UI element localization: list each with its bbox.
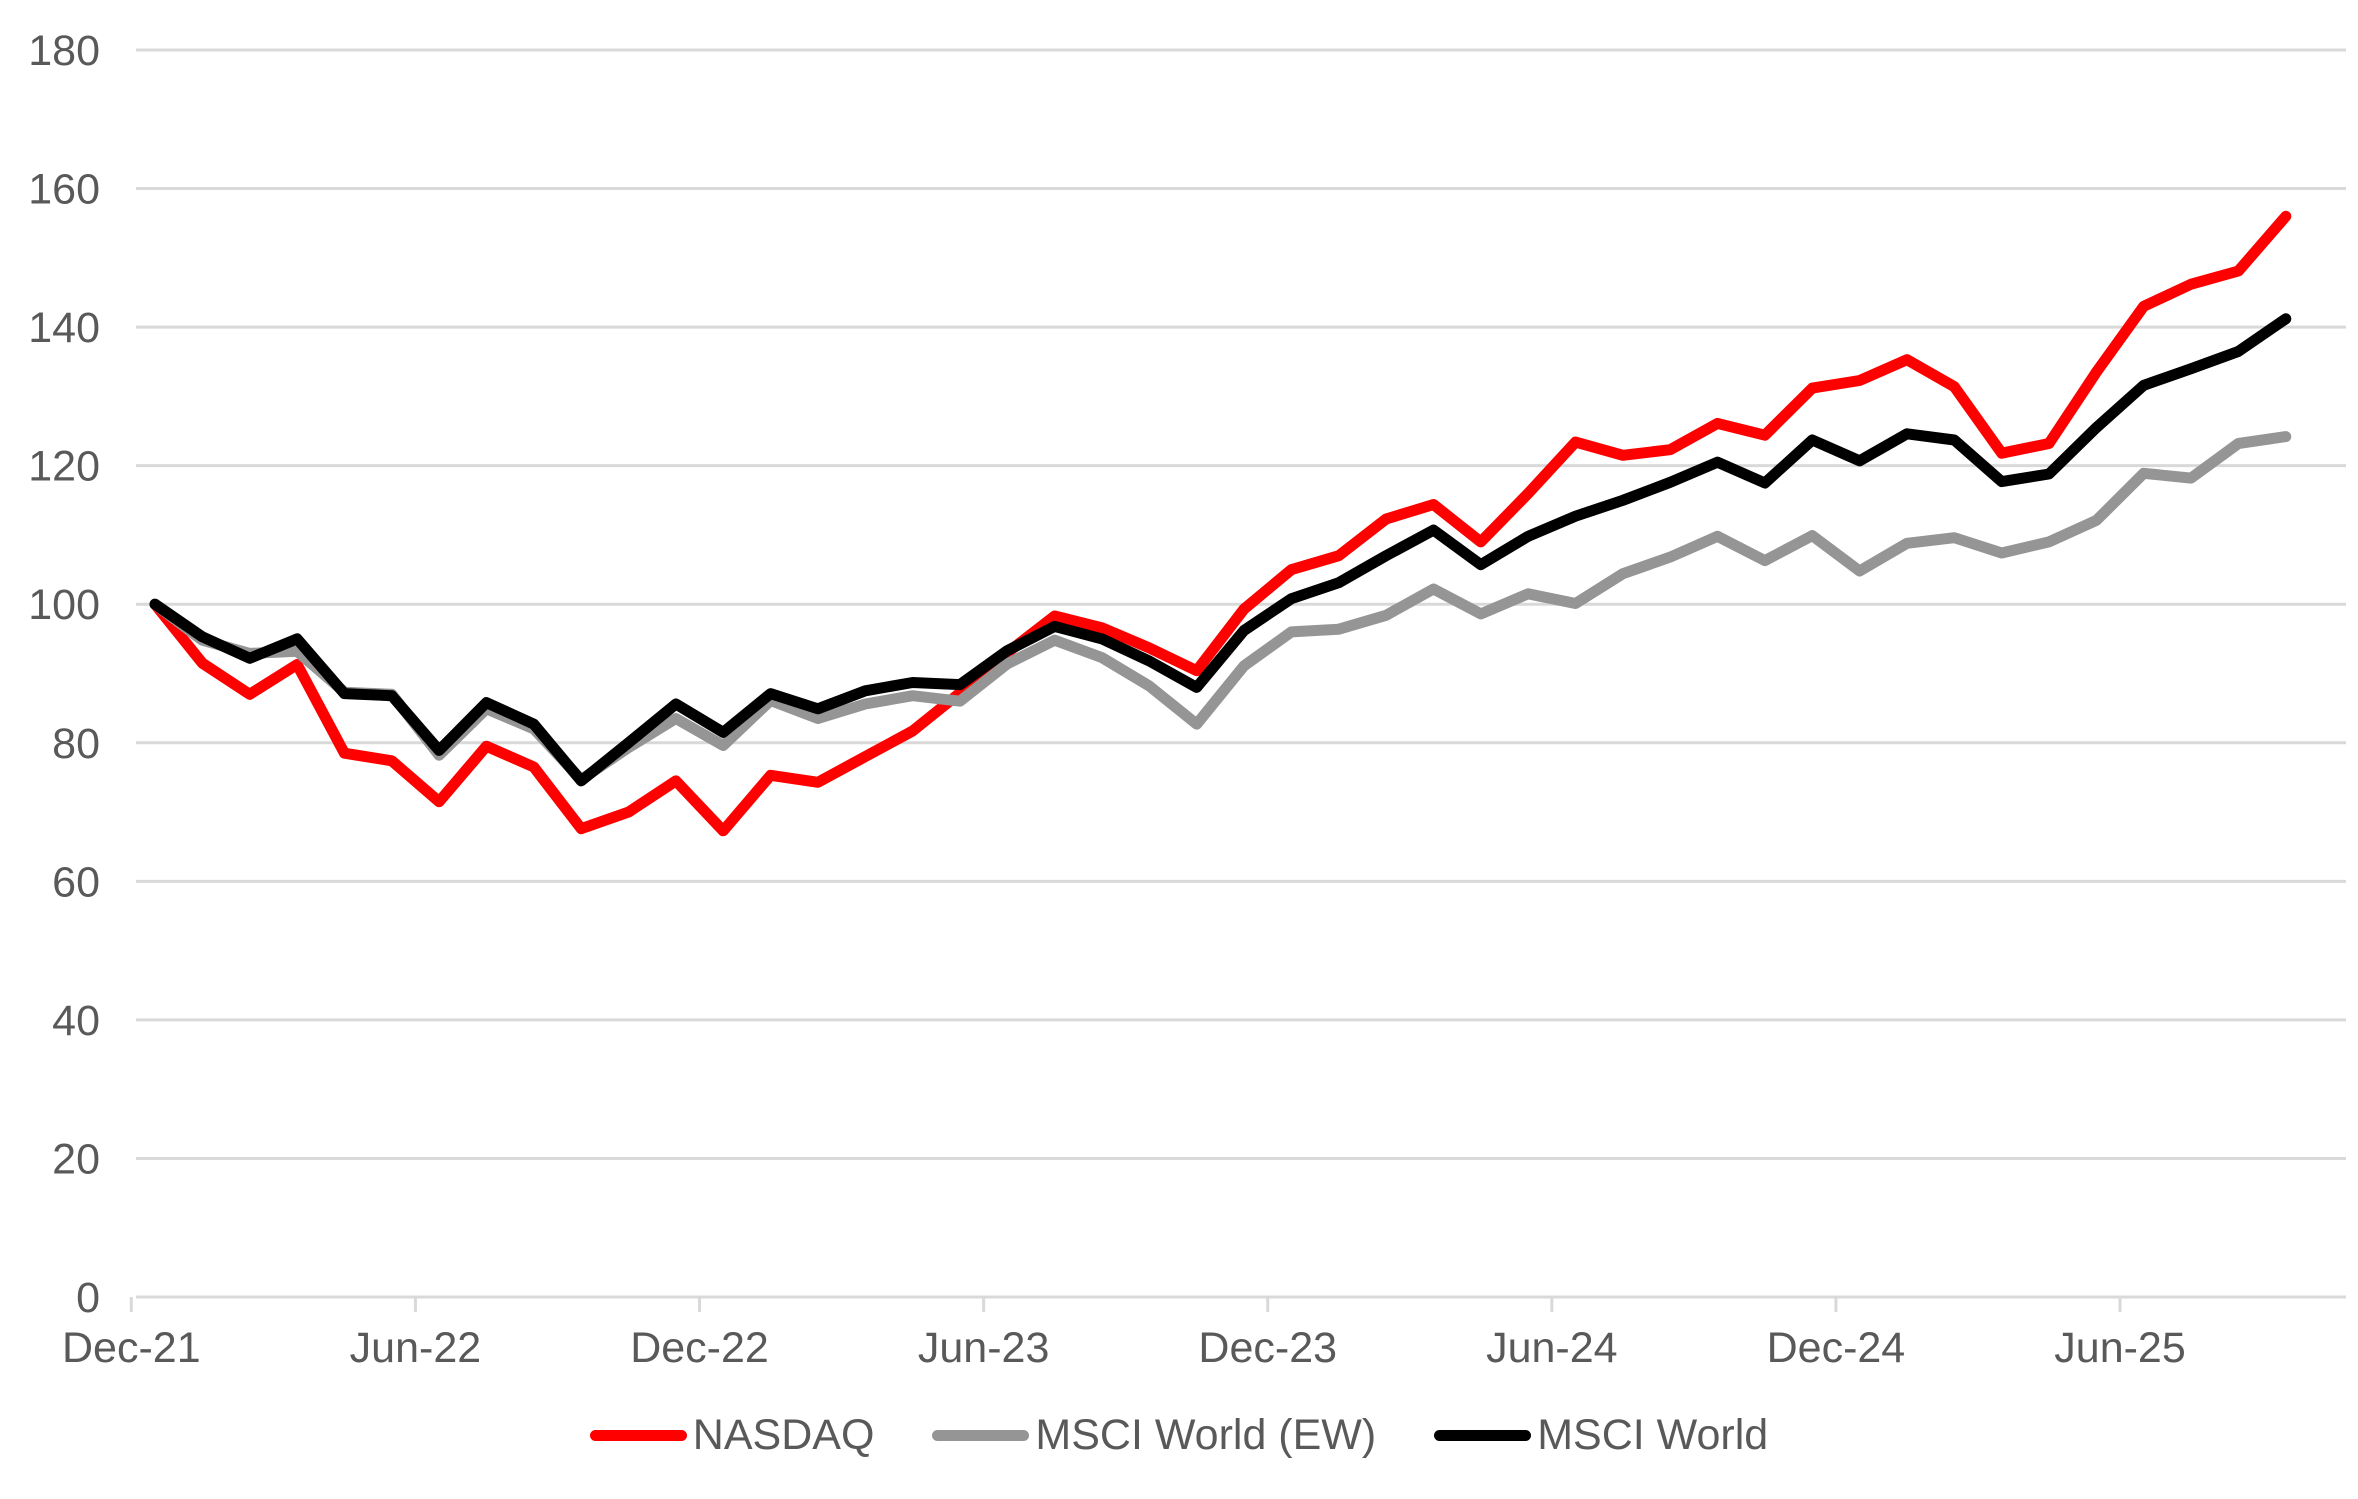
x-axis-label: Dec-22 (630, 1324, 769, 1372)
legend-item-msci-world-ew: MSCI World (EW) (932, 1410, 1377, 1459)
legend-label: MSCI World (1537, 1410, 1769, 1459)
y-axis-label: 120 (28, 443, 100, 491)
legend-swatch-icon (589, 1429, 687, 1441)
legend-item-msci-world: MSCI World (1434, 1410, 1769, 1459)
x-axis-label: Jun-25 (2054, 1324, 2185, 1372)
x-axis-label: Dec-21 (62, 1324, 201, 1372)
y-axis-label: 0 (76, 1274, 100, 1322)
x-axis-label: Jun-24 (1486, 1324, 1617, 1372)
y-axis-label: 180 (28, 27, 100, 75)
y-axis-label: 140 (28, 304, 100, 352)
x-axis-label: Dec-24 (1767, 1324, 1906, 1372)
legend-swatch-icon (1434, 1429, 1532, 1441)
legend-item-nasdaq: NASDAQ (589, 1410, 875, 1459)
y-axis-label: 40 (52, 997, 100, 1045)
legend-label: MSCI World (EW) (1035, 1410, 1377, 1459)
y-axis-label: 80 (52, 720, 100, 768)
x-axis-label: Jun-22 (350, 1324, 481, 1372)
y-axis-label: 160 (28, 166, 100, 214)
x-axis-label: Dec-23 (1198, 1324, 1337, 1372)
legend-swatch-icon (932, 1429, 1030, 1441)
y-axis-label: 100 (28, 581, 100, 629)
legend: NASDAQ MSCI World (EW) MSCI World (0, 1403, 2358, 1467)
x-axis-label: Jun-23 (918, 1324, 1049, 1372)
series-line-nasdaq (149, 210, 2292, 837)
series-line-msci-world (149, 313, 2292, 787)
y-axis-label: 20 (52, 1135, 100, 1183)
y-axis-label: 60 (52, 858, 100, 906)
legend-label: NASDAQ (692, 1410, 875, 1459)
series-line-msci-world-ew (149, 431, 2292, 785)
